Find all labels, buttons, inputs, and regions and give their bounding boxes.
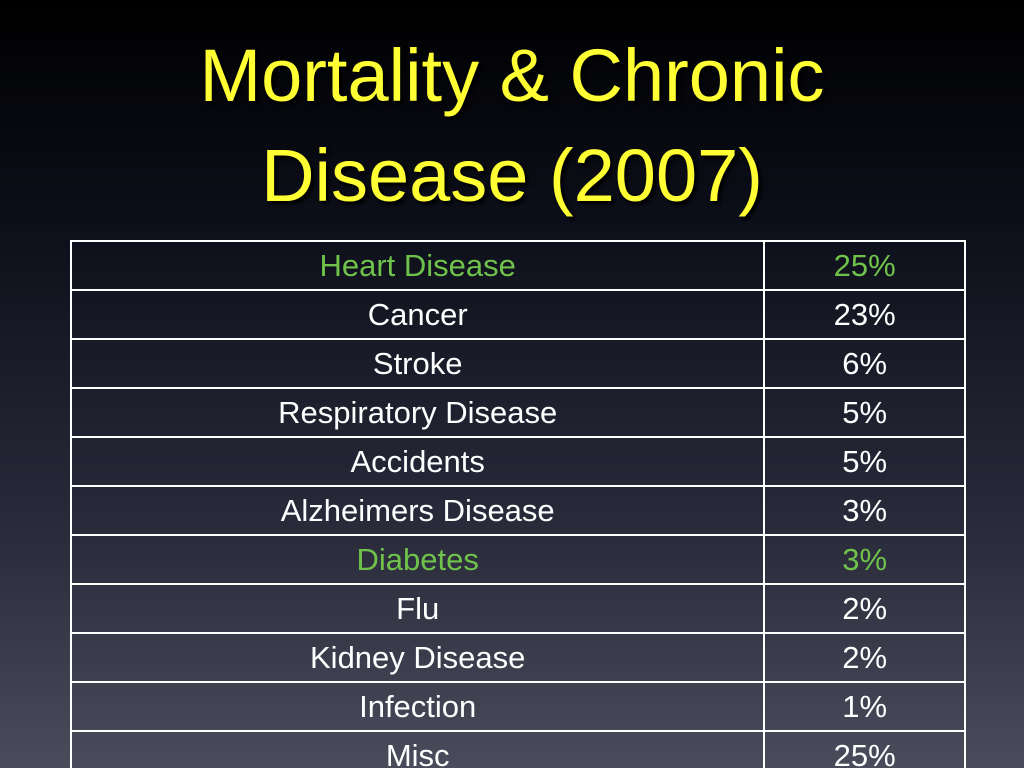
mortality-table: Heart Disease 25% Cancer 23% Stroke 6% R… [69,240,966,768]
cause-cell: Flu [69,583,766,634]
percent-cell: 23% [763,289,966,340]
table-row: Diabetes 3% [69,534,966,585]
table-row: Kidney Disease 2% [69,632,966,683]
table-row: Cancer 23% [69,289,966,340]
cause-cell: Stroke [69,338,766,389]
percent-cell: 5% [763,436,966,487]
cause-cell: Cancer [69,289,766,340]
percent-cell: 3% [763,534,966,585]
table-row: Alzheimers Disease 3% [69,485,966,536]
table-row: Flu 2% [69,583,966,634]
percent-cell: 3% [763,485,966,536]
cause-cell: Kidney Disease [69,632,766,683]
percent-cell: 25% [763,730,966,768]
table-row: Infection 1% [69,681,966,732]
cause-cell: Alzheimers Disease [69,485,766,536]
cause-cell: Misc [69,730,766,768]
table-row: Heart Disease 25% [69,240,966,291]
table-row: Stroke 6% [69,338,966,389]
table-row: Respiratory Disease 5% [69,387,966,438]
cause-cell: Infection [69,681,766,732]
percent-cell: 6% [763,338,966,389]
slide-title-line-1: Mortality & Chronic [199,34,825,117]
slide-title: Mortality & Chronic Disease (2007) [0,26,1024,226]
table-row: Accidents 5% [69,436,966,487]
cause-cell: Accidents [69,436,766,487]
percent-cell: 2% [763,632,966,683]
cause-cell: Heart Disease [69,240,766,291]
percent-cell: 2% [763,583,966,634]
cause-cell: Diabetes [69,534,766,585]
slide-title-line-2: Disease (2007) [261,134,763,217]
percent-cell: 25% [763,240,966,291]
mortality-table-body: Heart Disease 25% Cancer 23% Stroke 6% R… [69,240,966,768]
percent-cell: 1% [763,681,966,732]
cause-cell: Respiratory Disease [69,387,766,438]
table-row: Misc 25% [69,730,966,768]
percent-cell: 5% [763,387,966,438]
